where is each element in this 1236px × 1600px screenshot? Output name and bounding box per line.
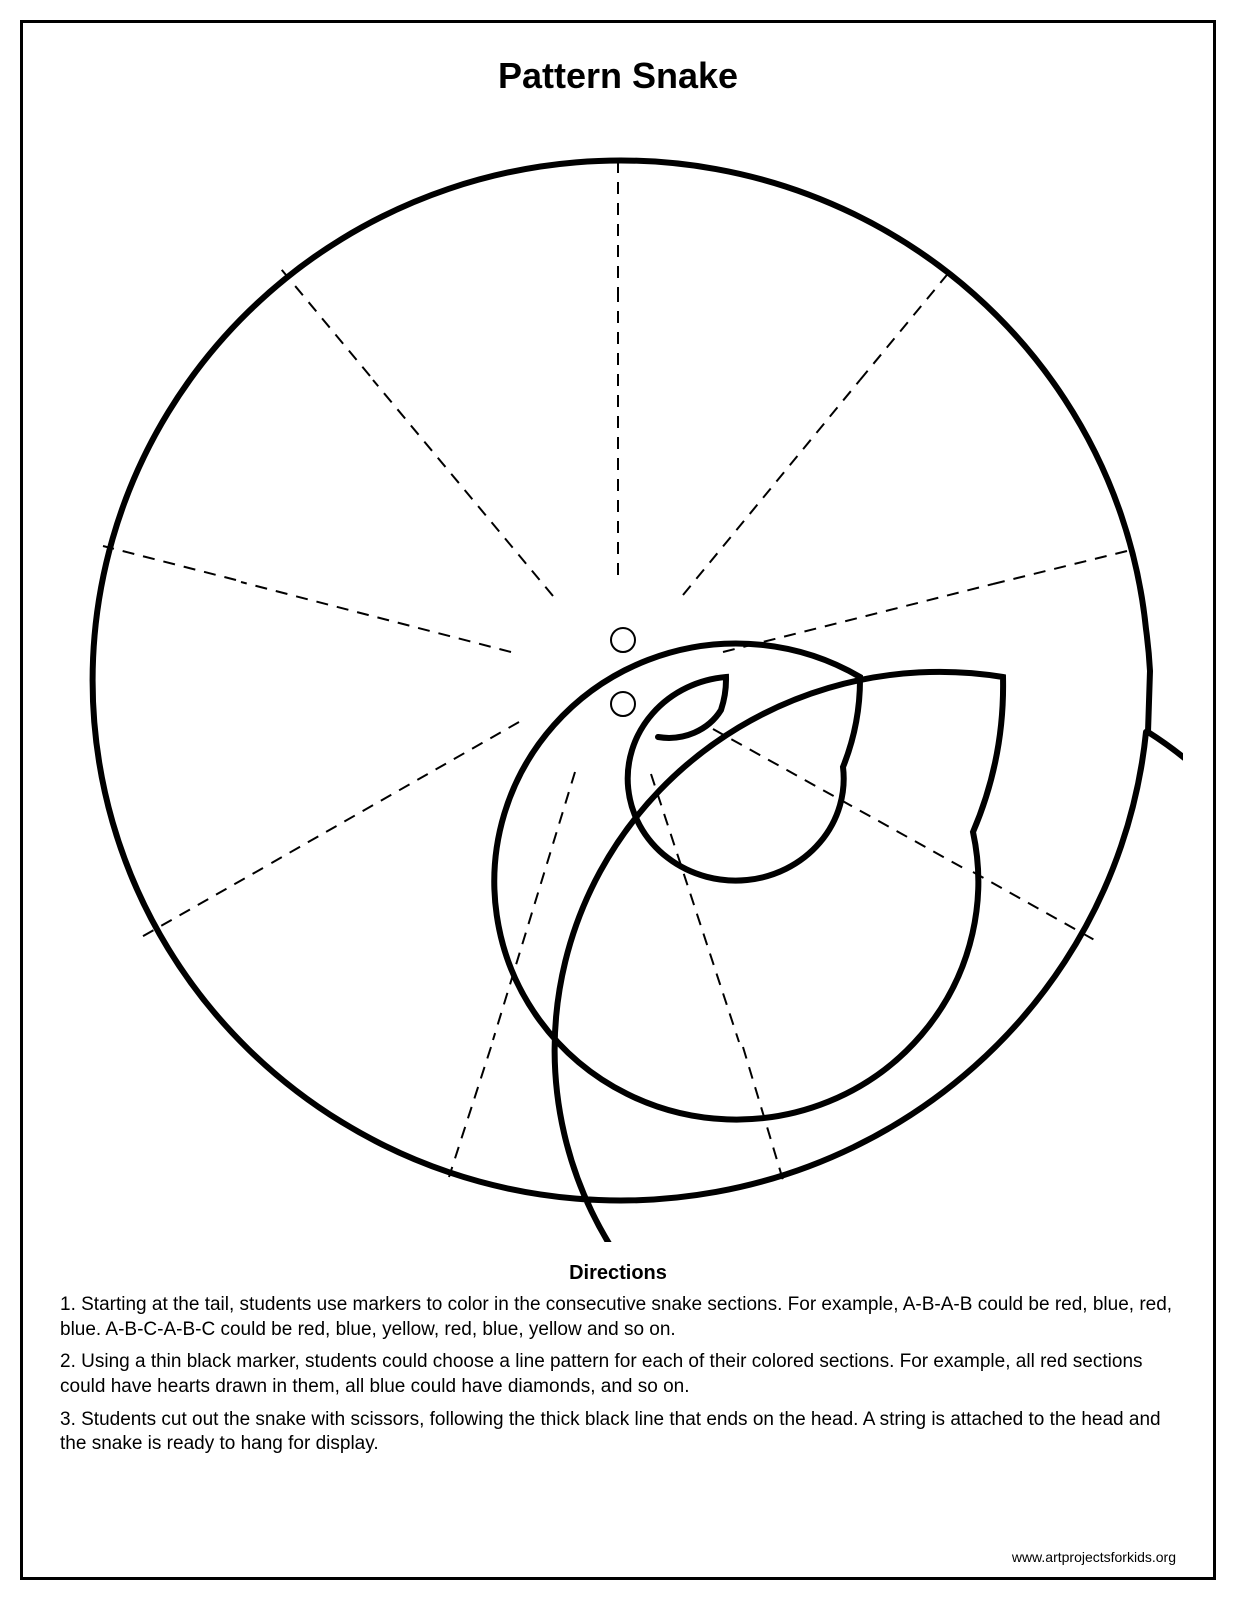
snake-spiral-diagram	[53, 112, 1183, 1242]
page-title: Pattern Snake	[50, 55, 1186, 97]
directions-heading: Directions	[60, 1262, 1176, 1285]
content-area: Pattern Snake Directions 1. Starting at …	[50, 45, 1186, 1565]
direction-step-3: 3. Students cut out the snake with sciss…	[60, 1408, 1176, 1457]
footer-url: www.artprojectsforkids.org	[1012, 1549, 1176, 1565]
direction-step-1: 1. Starting at the tail, students use ma…	[60, 1293, 1176, 1342]
directions-section: Directions 1. Starting at the tail, stud…	[50, 1262, 1186, 1457]
diagram-container	[50, 112, 1186, 1242]
direction-step-2: 2. Using a thin black marker, students c…	[60, 1350, 1176, 1399]
